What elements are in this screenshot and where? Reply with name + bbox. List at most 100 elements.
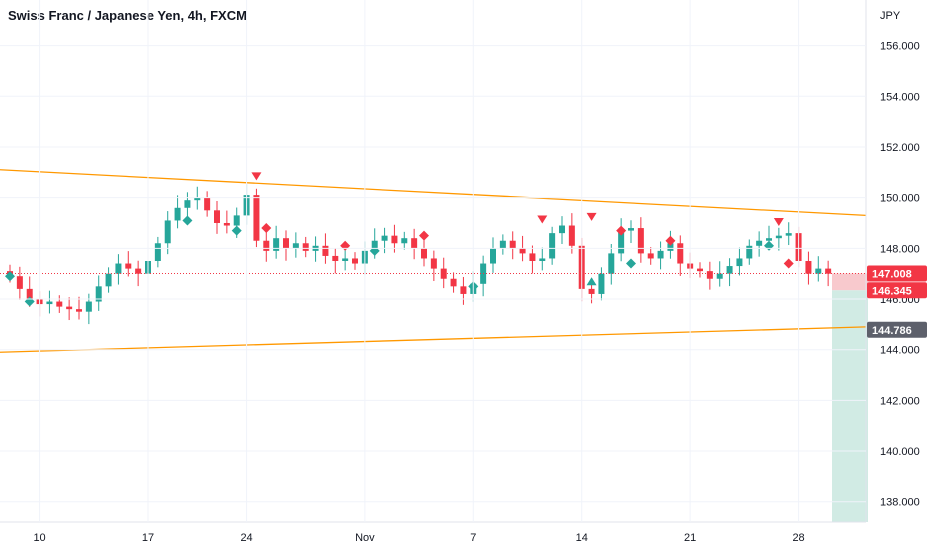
candle-body [76, 309, 82, 312]
candle-body [26, 288, 33, 300]
marker-diamond [616, 225, 627, 236]
candle-body [381, 235, 388, 241]
candle-body [204, 197, 211, 211]
x-tick-label: 14 [576, 532, 588, 544]
marker-diamond [626, 258, 636, 269]
candle-body [667, 243, 674, 251]
candle-body [322, 245, 329, 256]
trendline-upper-resistance [0, 169, 867, 217]
candle-body [815, 268, 822, 274]
candle-body [164, 220, 171, 244]
y-tick-label: 150.000 [880, 193, 920, 205]
candle-body [785, 233, 792, 236]
candle-body [401, 238, 408, 244]
candle-body [421, 248, 427, 259]
y-tick-label: 148.000 [880, 243, 920, 255]
marker-triangle-down [251, 172, 262, 181]
candle-body [746, 245, 753, 259]
signal-markers [5, 172, 794, 307]
marker-diamond [231, 225, 242, 236]
candle-body [332, 255, 339, 261]
candle-body [95, 286, 102, 302]
marker-diamond [24, 296, 35, 307]
candle-body [775, 235, 782, 239]
price-tags: 147.008 146.345 144.786 [867, 265, 927, 338]
time-axis[interactable]: 10 17 24 Nov 7 14 21 28 [33, 0, 805, 544]
x-tick-label: 17 [142, 532, 154, 544]
marker-triangle-down [773, 217, 784, 226]
candle-body [46, 301, 53, 305]
x-tick-label: 24 [240, 532, 252, 544]
candle-body [825, 268, 832, 274]
candle-body [411, 238, 418, 249]
candle-body [519, 248, 526, 254]
candle-body [588, 288, 595, 294]
candle-body [440, 268, 447, 279]
candle-body [509, 240, 516, 249]
candle-body [56, 301, 63, 307]
marker-diamond [764, 240, 774, 251]
candle-body [85, 301, 92, 312]
candle-body [598, 273, 605, 294]
candle-body [697, 268, 703, 272]
marker-triangle-down [586, 212, 597, 221]
marker-triangle-up [586, 277, 597, 286]
price-tag-label: 146.345 [872, 285, 912, 297]
y-tick-label: 140.000 [880, 446, 920, 458]
y-tick-label: 138.000 [880, 497, 920, 509]
candle-body [154, 243, 161, 261]
price-tag-label: 144.786 [872, 325, 912, 337]
candle-body [726, 266, 733, 274]
candle-body [736, 258, 743, 267]
candle-body [539, 258, 546, 261]
trendline-lower-support [0, 326, 867, 353]
marker-diamond [369, 245, 380, 256]
marker-diamond [261, 223, 272, 234]
candle-body [677, 243, 684, 264]
price-tag-box [867, 282, 927, 299]
candle-body [371, 240, 378, 251]
candle-body [805, 261, 812, 274]
position-target-zone [832, 290, 868, 522]
candle-body [233, 215, 240, 226]
candle-body [214, 210, 220, 223]
candle-body [618, 230, 625, 254]
candle-body [273, 238, 280, 251]
position-stop-zone [832, 273, 868, 291]
candle-body [559, 225, 565, 234]
candle-body [549, 233, 556, 259]
x-tick-label: 21 [684, 532, 696, 544]
x-tick-label: 28 [792, 532, 804, 544]
x-tick-label: 10 [33, 532, 45, 544]
candle-body [756, 240, 763, 246]
price-tag-box [867, 321, 927, 338]
candle-body [450, 278, 457, 287]
price-axis[interactable]: 156.000154.000152.000150.000148.000146.0… [0, 41, 920, 509]
candle-body [223, 222, 230, 226]
candle-body [647, 253, 654, 259]
y-tick-label: 154.000 [880, 91, 920, 103]
candle-body [253, 195, 260, 241]
y-tick-label: 152.000 [880, 142, 920, 154]
marker-diamond [783, 258, 794, 269]
candle-body [66, 306, 73, 310]
candle-body [628, 228, 634, 231]
marker-diamond [340, 240, 351, 251]
x-tick-label: Nov [355, 532, 375, 544]
candle-body [125, 263, 132, 269]
candle-body [766, 238, 772, 241]
trendlines[interactable] [0, 169, 867, 353]
candle-body [283, 238, 289, 249]
marker-triangle-down [537, 215, 548, 224]
candle-body [460, 286, 467, 294]
price-tag-label: 147.008 [872, 268, 912, 280]
candle-body [174, 207, 181, 221]
candle-body [706, 271, 713, 279]
position-tool[interactable] [832, 273, 868, 522]
marker-diamond [665, 235, 676, 246]
price-tag-box [867, 265, 927, 282]
candle-body [657, 250, 664, 259]
candles [0, 184, 866, 325]
candle-body [105, 273, 112, 287]
